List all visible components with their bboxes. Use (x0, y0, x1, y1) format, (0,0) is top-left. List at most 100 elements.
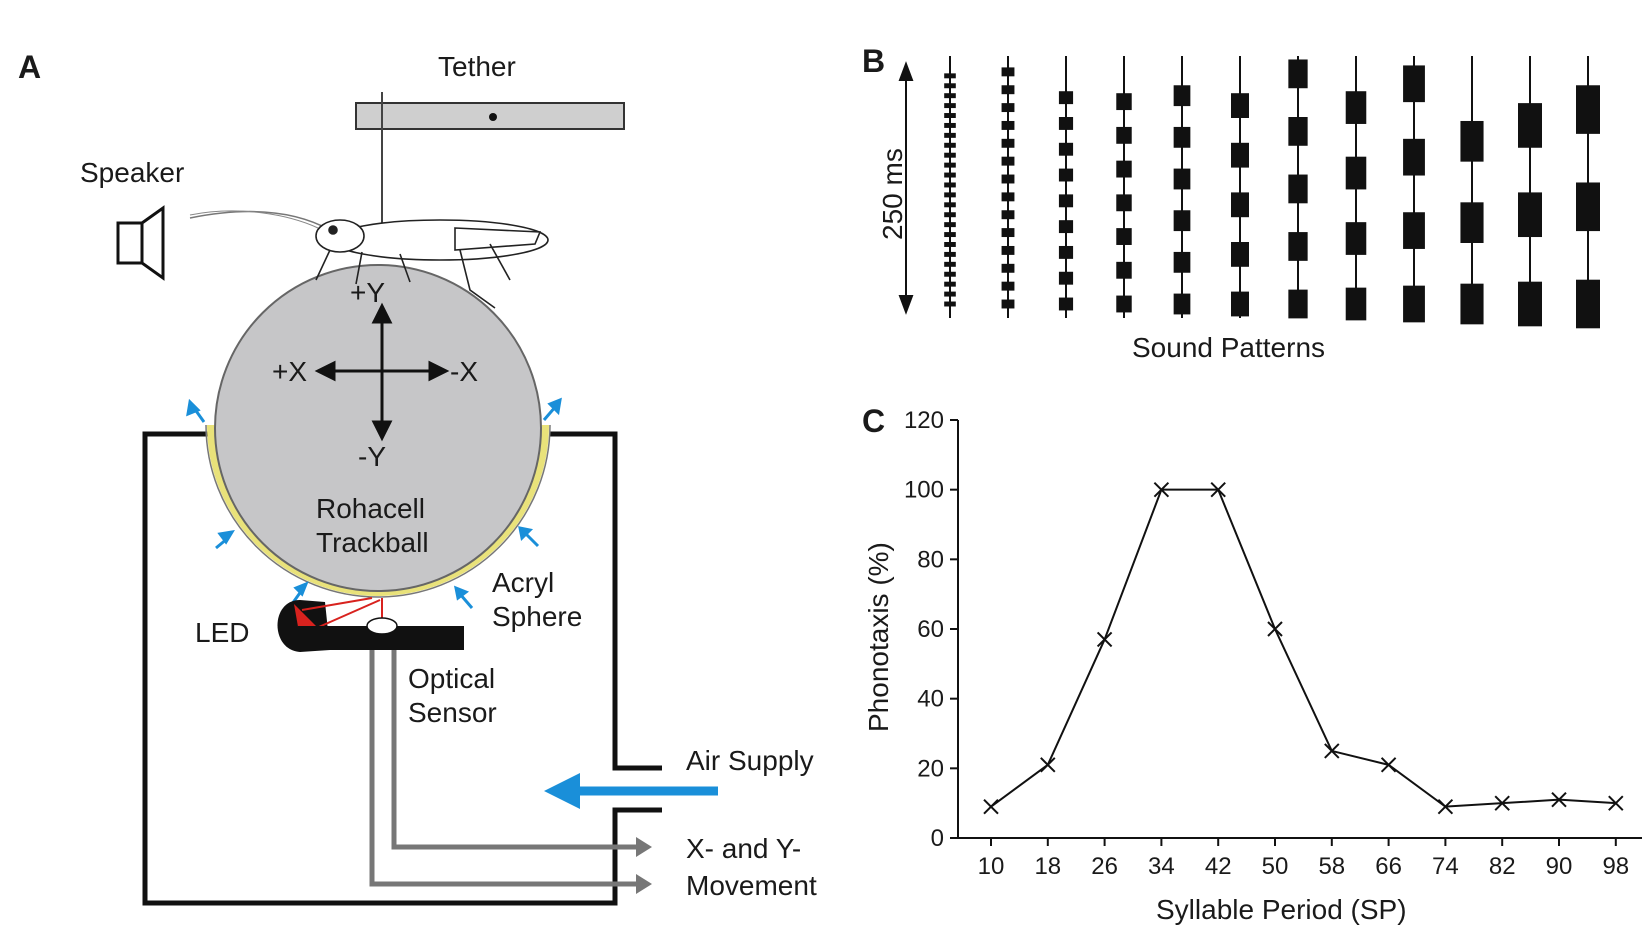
pulse (944, 93, 956, 99)
pulse (1345, 287, 1367, 321)
cable-arrow-y (636, 874, 652, 894)
pulse (1116, 126, 1132, 144)
pulse (944, 103, 956, 109)
pulse (1058, 245, 1074, 259)
x-tick-label: 66 (1375, 853, 1402, 880)
pulse (1345, 91, 1367, 124)
optical-label-line1: Optical (408, 663, 495, 694)
data-point-marker (1380, 757, 1397, 773)
pulse (1116, 160, 1132, 178)
pulse (1576, 85, 1600, 134)
y-tick-label: 20 (917, 755, 944, 782)
pulse (1116, 295, 1132, 313)
optical-sensor-lens (366, 617, 398, 635)
x-tick-label: 18 (1034, 853, 1061, 880)
pulse (1001, 210, 1015, 220)
data-point-marker (1551, 791, 1567, 808)
pulse (1518, 103, 1542, 148)
pulse (1403, 212, 1425, 249)
data-point-marker (1608, 795, 1624, 811)
pulse (944, 83, 956, 89)
pulse (944, 251, 956, 257)
pulse (1116, 93, 1132, 111)
pulse (944, 281, 956, 287)
optical-label-line2: Sensor (408, 697, 497, 728)
x-tick-label: 34 (1148, 853, 1175, 880)
trackball-label-line1: Rohacell (316, 493, 425, 524)
y-axis-title: Phonotaxis (%) (863, 542, 894, 732)
pulse (944, 271, 956, 277)
x-tick-label: 50 (1262, 853, 1289, 880)
pulse (944, 113, 956, 118)
movement-label-line1: X- and Y- (686, 833, 801, 864)
pulse (1058, 271, 1074, 285)
pulse (1518, 192, 1542, 238)
pulse (944, 152, 956, 158)
pulse (1173, 210, 1191, 232)
tether-label: Tether (438, 51, 516, 82)
pulse (944, 291, 956, 297)
y-tick-label: 60 (917, 616, 944, 643)
data-point-marker (1096, 631, 1113, 648)
series-line (990, 488, 1616, 808)
pulse (944, 182, 956, 188)
pulse (1001, 138, 1015, 148)
y-tick-label: 40 (917, 686, 944, 713)
pulse (1231, 291, 1249, 317)
speaker-icon (116, 205, 165, 281)
x-tick-label: 90 (1546, 853, 1573, 880)
pulse-trains (944, 56, 1600, 329)
speaker-label: Speaker (80, 157, 184, 188)
pulse (1460, 283, 1484, 325)
pulse (1001, 192, 1015, 202)
pulse (1403, 65, 1425, 103)
x-tick-label: 58 (1318, 853, 1345, 880)
panel-c-letter: C (862, 403, 885, 439)
pulse (1288, 117, 1308, 146)
axis-minus-x-label: -X (450, 356, 478, 387)
pulse (1116, 261, 1132, 279)
pulse (1001, 245, 1015, 255)
x-tick-label: 42 (1205, 853, 1232, 880)
pulse (1403, 138, 1425, 176)
axis-plus-x-label: +X (272, 356, 307, 387)
pulse (1058, 91, 1074, 105)
pulse (1001, 299, 1015, 309)
pulse (1058, 220, 1074, 234)
pulse (944, 142, 956, 148)
pulse (944, 172, 956, 178)
data-point-marker (1267, 621, 1283, 637)
axis-plus-y-label: +Y (350, 277, 385, 308)
data-point-marker (1210, 481, 1226, 498)
pulse (944, 202, 956, 208)
pulse (944, 301, 956, 307)
pulse (1518, 281, 1542, 327)
pulse (1001, 85, 1015, 95)
pulse (944, 132, 956, 138)
pulse (1058, 117, 1074, 130)
pulse (1576, 182, 1600, 232)
sound-patterns-caption: Sound Patterns (1132, 332, 1325, 363)
pulse (1116, 194, 1132, 212)
pulse (944, 122, 956, 128)
pulse (1001, 263, 1015, 273)
pulse (1173, 168, 1191, 190)
pulse (1576, 279, 1600, 329)
y-ticks: 0 20 40 60 80 100 120 (904, 407, 958, 852)
duration-arrow (898, 61, 914, 315)
airflow-arrows (186, 397, 562, 609)
pulse (944, 162, 956, 168)
axis-minus-y-label: -Y (358, 441, 386, 472)
pulse (1288, 174, 1308, 204)
pulse (1288, 232, 1308, 261)
y-tick-label: 100 (904, 477, 944, 504)
pulse (1460, 120, 1484, 162)
pulse (944, 222, 956, 228)
pulse (1001, 174, 1015, 184)
movement-label-line2: Movement (686, 870, 817, 901)
acryl-label-line2: Sphere (492, 601, 582, 632)
pulse (1001, 120, 1015, 130)
axis-cross (314, 302, 450, 442)
x-tick-label: 26 (1091, 853, 1118, 880)
